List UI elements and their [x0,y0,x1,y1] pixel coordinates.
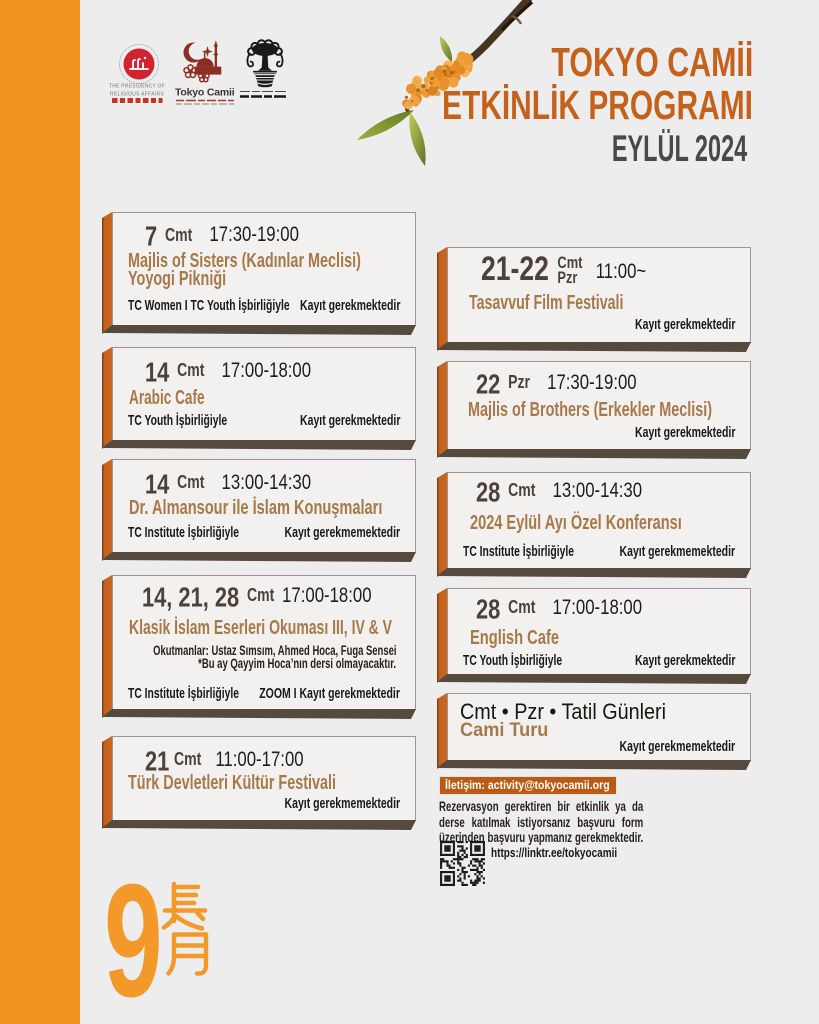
svg-text:THE PRESIDENCY OF: THE PRESIDENCY OF [109,84,165,90]
svg-text:Tokyo Camii: Tokyo Camii [175,87,235,99]
svg-text:RELIGIOUS AFFAIRS: RELIGIOUS AFFAIRS [110,92,164,98]
